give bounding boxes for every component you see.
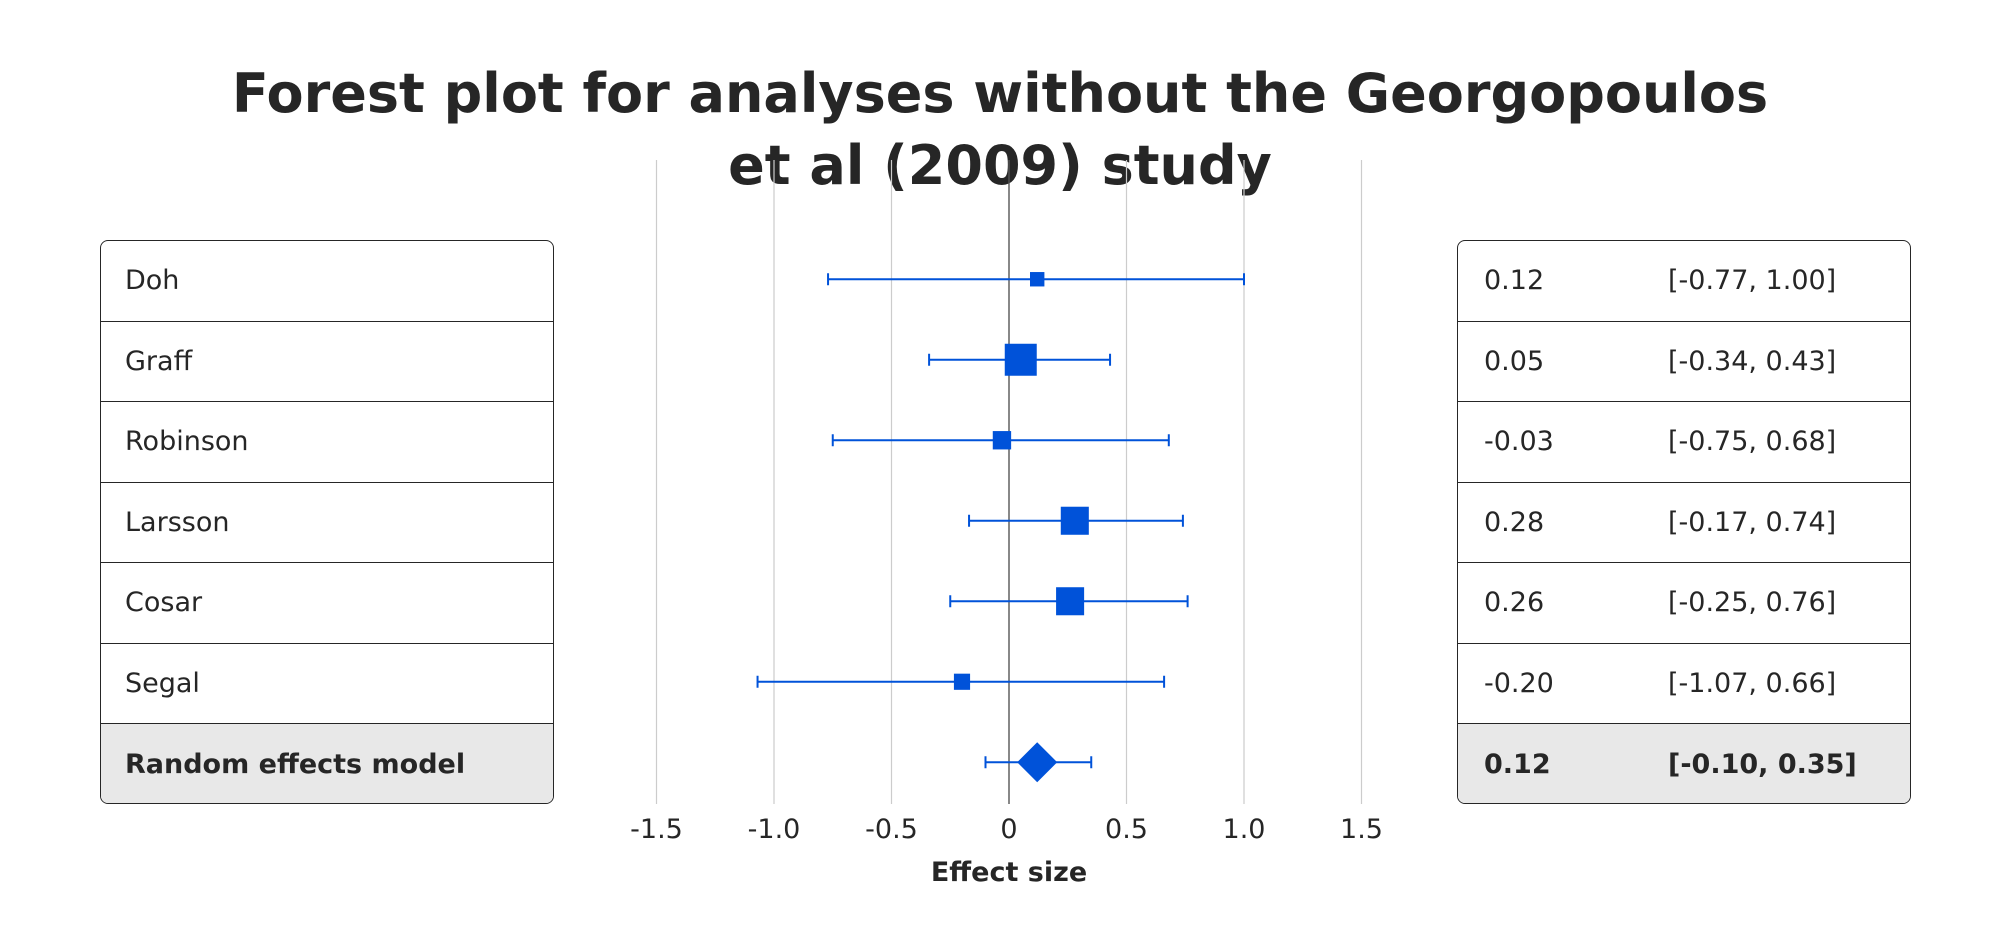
chart-title-line-1: Forest plot for analyses without the Geo…: [231, 62, 1769, 125]
study-stats-row: 0.26 [-0.25, 0.76]: [1458, 563, 1910, 644]
chart-title-line-2: et al (2009) study: [728, 134, 1272, 197]
study-name: Cosar: [125, 587, 203, 619]
summary-name: Random effects model: [125, 748, 466, 780]
effect-point-square: [953, 673, 971, 690]
study-stats-row: 0.05 [-0.34, 0.43]: [1458, 322, 1910, 402]
effect-point-square: [1004, 343, 1037, 376]
study-confidence-interval: [-0.77, 1.00]: [1668, 265, 1837, 297]
study-name: Segal: [125, 667, 200, 699]
effect-point-square: [1060, 506, 1089, 535]
study-confidence-interval: [-1.07, 0.66]: [1668, 667, 1837, 699]
study-stats-row: 0.28 [-0.17, 0.74]: [1458, 483, 1910, 563]
study-row: Graff: [101, 322, 553, 402]
summary-stats-row: 0.12 [-0.10, 0.35]: [1458, 724, 1910, 803]
x-tick-label: 1.5: [1340, 814, 1383, 845]
x-tick-label: 0: [1000, 814, 1017, 845]
x-tick-label: -0.5: [865, 814, 918, 845]
study-estimate: 0.26: [1484, 587, 1545, 619]
effect-point-square: [992, 431, 1012, 450]
study-row: Doh: [101, 241, 553, 322]
study-stats-row: -0.03 [-0.75, 0.68]: [1458, 402, 1910, 483]
study-confidence-interval: [-0.25, 0.76]: [1668, 587, 1837, 619]
study-name: Robinson: [125, 426, 249, 458]
study-confidence-interval: [-0.17, 0.74]: [1668, 506, 1837, 538]
study-estimate: -0.20: [1484, 667, 1554, 699]
study-name: Doh: [125, 265, 180, 297]
effect-estimate-table: 0.12 [-0.77, 1.00] 0.05 [-0.34, 0.43] -0.03 […: [1457, 240, 1911, 804]
chart-title: Forest plot for analyses without the Geo…: [0, 58, 2000, 202]
effect-point-square: [1030, 272, 1045, 287]
study-estimate: 0.28: [1484, 506, 1545, 538]
x-tick-label: -1.0: [748, 814, 801, 845]
study-estimate: -0.03: [1484, 426, 1554, 458]
study-row: Robinson: [101, 402, 553, 483]
study-estimate: 0.12: [1484, 265, 1545, 297]
study-stats-row: 0.12 [-0.77, 1.00]: [1458, 241, 1910, 322]
effect-point-square: [1056, 587, 1085, 616]
x-axis-label: Effect size: [931, 857, 1087, 888]
study-confidence-interval: [-0.34, 0.43]: [1668, 345, 1837, 377]
x-tick-label: 1.0: [1223, 814, 1266, 845]
study-stats-row: -0.20 [-1.07, 0.66]: [1458, 644, 1910, 724]
study-name: Larsson: [125, 506, 230, 538]
study-estimate: 0.05: [1484, 345, 1545, 377]
summary-estimate: 0.12: [1484, 748, 1551, 780]
study-row: Larsson: [101, 483, 553, 563]
x-tick-label: -1.5: [630, 814, 683, 845]
study-row: Cosar: [101, 563, 553, 644]
summary-row: Random effects model: [101, 724, 553, 803]
study-name-table: Doh Graff Robinson Larsson Cosar Segal Random …: [100, 240, 554, 804]
x-tick-label: 0.5: [1105, 814, 1148, 845]
summary-confidence-interval: [-0.10, 0.35]: [1668, 748, 1857, 780]
study-name: Graff: [125, 345, 193, 377]
summary-diamond: [1017, 742, 1058, 783]
study-row: Segal: [101, 644, 553, 724]
study-confidence-interval: [-0.75, 0.68]: [1668, 426, 1837, 458]
